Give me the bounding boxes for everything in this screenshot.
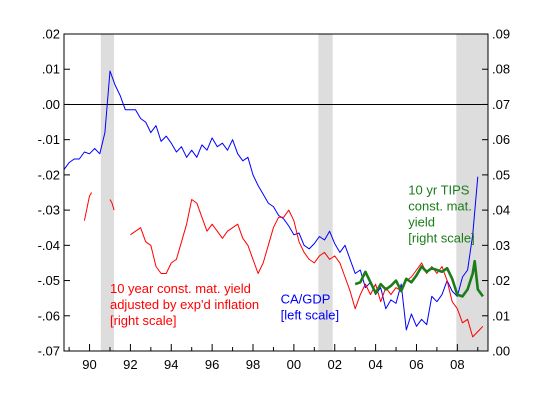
right-tick-label: .02 [492, 273, 510, 288]
annotation-line: [left scale] [281, 307, 340, 322]
annotation-line: 10 year const. mat. yield [110, 281, 251, 296]
right-tick-label: .00 [492, 344, 510, 359]
annotation-line: yield [408, 214, 435, 229]
right-tick-label: .03 [492, 238, 510, 253]
right-tick-label: .09 [492, 27, 510, 42]
left-tick-label: -.04 [38, 238, 60, 253]
x-tick-label: 00 [287, 357, 301, 372]
real-yield-annotation: 10 year const. mat. yield adjusted by exp… [110, 281, 259, 328]
x-axis: 90 92 94 96 98 00 02 04 06 08 [68, 344, 479, 372]
right-tick-label: .05 [492, 167, 510, 182]
right-tick-label: .07 [492, 97, 510, 112]
right-tick-label: .04 [492, 203, 510, 218]
right-tick-label: .08 [492, 62, 510, 77]
recession-band [456, 34, 488, 351]
left-tick-label: -.07 [38, 344, 60, 359]
x-tick-label: 90 [82, 357, 96, 372]
right-tick-label: .01 [492, 308, 510, 323]
annotations: CA/GDP [left scale] 10 yr TIPS const. mat. y… [110, 182, 475, 328]
annotation-line: [right scale] [110, 313, 176, 328]
x-tick-label: 98 [246, 357, 260, 372]
left-tick-label: -.05 [38, 273, 60, 288]
left-tick-label: .02 [42, 27, 60, 42]
left-tick-label: -.06 [38, 308, 60, 323]
x-tick-label: 06 [409, 357, 423, 372]
annotation-line: CA/GDP [281, 291, 331, 306]
annotation-line: [right scale] [408, 230, 474, 245]
left-tick-label: -.02 [38, 167, 60, 182]
recession-band [318, 34, 333, 351]
x-tick-label: 08 [450, 357, 464, 372]
tips-yield-line [354, 259, 484, 298]
left-tick-label: .01 [42, 62, 60, 77]
annotation-line: adjusted by exp'd inflation [110, 297, 259, 312]
left-y-axis: .02 .01 .00 -.01 -.02 -.03 -.04 -.05 -.06 -.07 [38, 27, 70, 359]
x-tick-label: 02 [328, 357, 342, 372]
series-lines [63, 70, 484, 338]
recession-band [100, 34, 115, 351]
x-tick-label: 04 [368, 357, 382, 372]
annotation-line: const. mat. [408, 198, 472, 213]
x-tick-label: 96 [205, 357, 219, 372]
x-tick-label: 94 [164, 357, 178, 372]
left-tick-label: -.03 [38, 203, 60, 218]
ca-gdp-annotation: CA/GDP [left scale] [281, 291, 340, 322]
annotation-line: 10 yr TIPS [408, 182, 470, 197]
right-tick-label: .06 [492, 132, 510, 147]
plot-frame [63, 33, 489, 352]
right-y-axis: .09 .08 .07 .06 .05 .04 .03 .02 .01 .00 [482, 27, 510, 359]
left-tick-label: -.01 [38, 132, 60, 147]
ca-gdp-line [63, 70, 479, 331]
left-tick-label: .00 [42, 97, 60, 112]
recession-shading [100, 34, 488, 351]
tips-annotation: 10 yr TIPS const. mat. yield [right scale] [408, 182, 474, 245]
x-tick-label: 92 [123, 357, 137, 372]
